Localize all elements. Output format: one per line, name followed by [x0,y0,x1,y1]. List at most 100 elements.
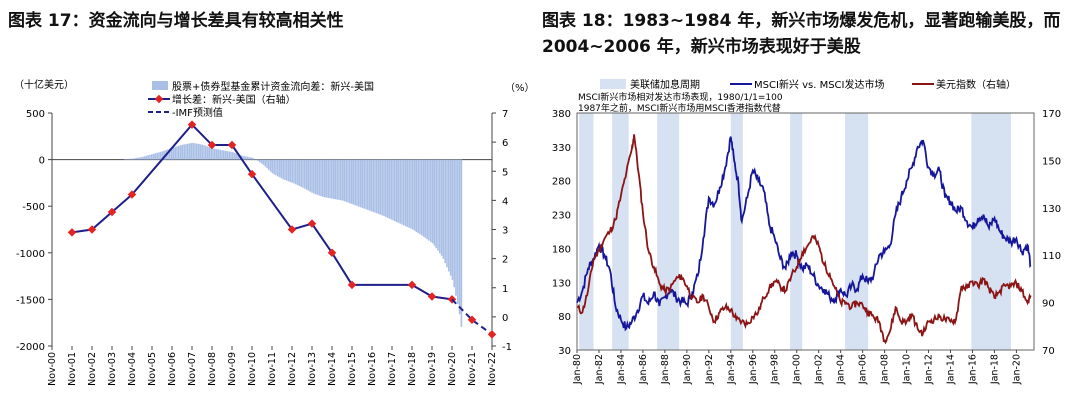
x-tick-label: Nov-20 [447,352,458,386]
y-tick-label-right: 0 [502,313,508,324]
bar [284,159,286,180]
bar [176,146,178,160]
chart-title-left: 图表 17：资金流向与增长差具有较高相关性 [8,11,344,31]
x-tick-label: Nov-07 [187,352,198,386]
bar [190,143,193,160]
bar [336,159,338,200]
bar [440,159,443,256]
msci-relative-line [576,136,1032,332]
bar [268,159,270,170]
bar [183,144,185,160]
bar [354,159,356,206]
dollar-index-line [576,134,1032,345]
bar [136,157,139,160]
bar [453,159,455,288]
x-tick-label: Jan-86 [638,354,649,385]
bar [349,159,351,204]
y-tick-label-left: 180 [552,244,571,255]
bar [300,159,302,187]
x-tick-label: Jan-80 [572,354,583,385]
hike-cycle-band [790,113,803,350]
bar [325,159,328,198]
bar [154,153,157,160]
x-tick-label: Nov-13 [307,352,318,386]
bar [383,159,385,217]
bar [379,159,382,215]
bar [385,159,387,217]
bar [185,144,187,160]
x-tick-label: Nov-14 [327,352,338,386]
bar [437,159,439,251]
bar [352,159,355,205]
y-tick-label-right: 130 [1042,204,1061,215]
bar [307,159,310,191]
imf-forecast-line [451,298,493,336]
bar [167,149,169,160]
bar [233,152,236,160]
bar [367,159,369,210]
imf-forecast-point [487,330,497,339]
bar [133,158,135,160]
bar [320,159,322,197]
bar [363,159,365,209]
y-tick-label-left: 330 [552,143,571,154]
bar [169,148,171,160]
hike-cycle-band [657,113,680,350]
y-tick-label-left: 80 [558,312,571,323]
x-tick-label: Jan-90 [682,354,693,385]
bar [316,159,319,195]
growth-diff-point [327,248,337,258]
bar [293,159,295,184]
bar [217,149,220,160]
y-tick-label-left: 130 [552,278,571,289]
bar [372,159,374,212]
x-tick-label: Nov-09 [227,352,238,386]
bar [203,145,205,160]
x-tick-label: Nov-15 [347,352,358,386]
bar [368,159,371,211]
growth-diff-point [247,169,257,179]
bar [408,159,410,228]
bar [235,153,238,160]
bar [172,147,175,160]
x-tick-label: Jan-02 [814,354,825,385]
x-tick-label: Jan-14 [946,354,957,385]
x-tick-label: Nov-04 [127,352,138,386]
bar [138,157,140,160]
bar [332,159,335,199]
bar-series [124,142,463,327]
x-tick-label: Jan-88 [660,354,671,385]
bar [413,159,416,231]
bar [192,142,194,160]
y-tick-label-right: 2 [502,255,508,266]
bar [451,159,454,280]
growth-diff-point [307,219,317,228]
bar [435,159,437,249]
bar [401,159,403,225]
bar [129,158,131,160]
bar [248,157,250,160]
bar [426,159,428,240]
bar [309,159,311,192]
bar [124,159,126,160]
bar [143,156,146,160]
growth-diff-point [427,292,437,301]
bar [446,159,448,268]
bar [275,159,277,176]
x-tick-label: Jan-04 [836,354,847,385]
bar [296,159,299,186]
bar [415,159,418,232]
bar [334,159,337,200]
hike-cycle-band [971,113,1011,350]
x-tick-label: Nov-11 [267,352,278,386]
bar [215,149,218,160]
bar [199,144,202,160]
bar [403,159,405,226]
bar [397,159,400,223]
y-tick-label-left: -2000 [16,342,45,353]
bar [262,159,265,165]
bar [322,159,324,197]
bar [376,159,378,214]
bar [458,159,461,315]
bar [197,143,200,160]
